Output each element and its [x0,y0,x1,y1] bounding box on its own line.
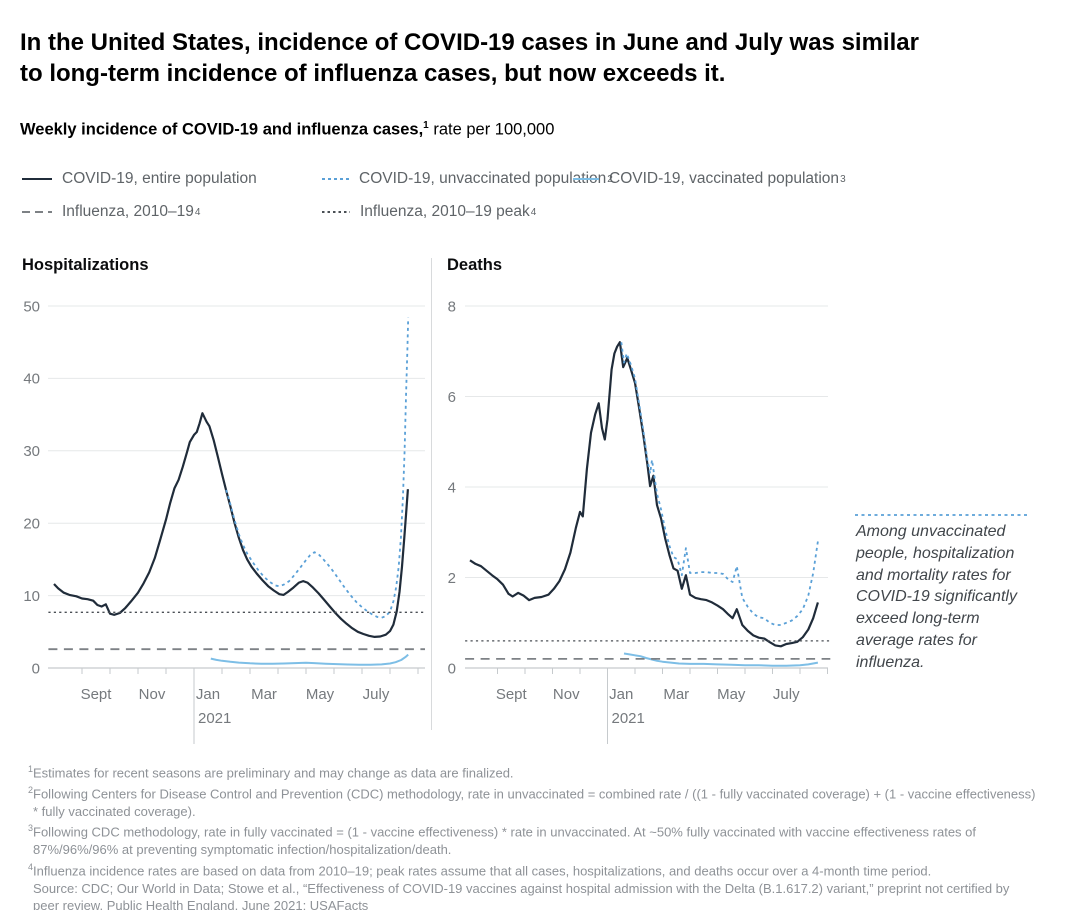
y-tick-label-2: 2 [448,570,456,587]
footnote-4: 4Influenza incidence rates are based on … [28,861,932,879]
page-title-line1: In the United States, incidence of COVID… [20,29,919,56]
page-title: In the United States, incidence of COVID… [20,27,1030,89]
y-tick-label-30: 30 [23,443,40,460]
y-tick-label-6: 6 [448,389,456,406]
y-tick-label-40: 40 [23,371,40,388]
x-tick-label-Sept: Sept [81,686,113,703]
flu_avg-line-swatch [22,211,52,213]
covid_vax-line-swatch [573,178,599,180]
footnote-1: 1Estimates for recent seasons are prelim… [28,764,514,781]
footnote-3: 3Following CDC methodology, rate in full… [28,823,976,858]
deaths-chart-title: Deaths [447,256,503,274]
legend-item-covid_entire: COVID-19, entire population [22,169,257,189]
x-tick-label-July: July [773,686,800,703]
series-covid_entire-deaths [469,341,819,648]
y-tick-label-10: 10 [23,588,40,605]
annotation-callout: Among unvaccinated people, hospitalizati… [856,523,1017,671]
page-title-line2: to long-term incidence of influenza case… [20,60,726,87]
y-tick-label-20: 20 [23,515,40,532]
x-tick-label-Sept: Sept [496,686,528,703]
y-tick-label-4: 4 [448,479,456,496]
x-tick-label-July: July [363,686,390,703]
chart-subtitle-bold: Weekly incidence of COVID-19 and influen… [20,120,424,139]
x-tick-label-Nov: Nov [553,686,580,703]
x-tick-label-Nov: Nov [139,686,166,703]
legend-label: Influenza, 2010–19 peak [360,203,530,220]
legend-label: COVID-19, vaccinated population [609,170,840,187]
year-label: 2021 [612,710,645,727]
y-tick-label-0: 0 [32,660,40,677]
x-tick-label-May: May [717,686,746,703]
y-tick-label-8: 8 [448,298,456,315]
series-covid_unvax-hospitalizations [225,317,410,619]
x-tick-label-Mar: Mar [663,686,689,703]
legend-item-flu_avg: Influenza, 2010–19 4 [22,202,200,222]
x-tick-label-Mar: Mar [251,686,277,703]
legend-label: COVID-19, entire population [62,170,257,187]
legend-label: Influenza, 2010–19 [62,203,194,220]
charts-canvas: 0 10 20 30 40 50 Sept Nov Jan Mar May July 2021 0 2 4 6 8… [23,258,1030,744]
y-tick-label-50: 50 [23,298,40,315]
footnotes-block: 1Estimates for recent seasons are prelim… [28,761,1036,910]
covid_unvax-line-swatch [322,178,349,180]
series-covid_entire-hospitalizations [53,412,409,638]
chart-subtitle: Weekly incidence of COVID-19 and influen… [20,120,554,140]
footnote-2: 2Following Centers for Disease Control a… [28,784,1036,819]
x-tick-label-Jan: Jan [609,686,633,703]
flu_peak-line-swatch [322,211,350,213]
y-tick-label-0: 0 [448,660,456,677]
chart-subtitle-units: rate per 100,000 [428,120,555,139]
source-line: Source: CDC; Our World in Data; Stowe et… [33,880,1010,910]
legend-label: COVID-19, unvaccinated population [359,170,607,187]
x-tick-label-May: May [306,686,335,703]
subtitle-footnote-marker: 1 [423,120,429,131]
x-tick-label-Jan: Jan [196,686,220,703]
series-covid_unvax-deaths [620,342,819,626]
legend-item-flu_peak: Influenza, 2010–19 peak 4 [322,202,536,222]
hospitalizations-chart-title: Hospitalizations [22,256,149,274]
series-covid_vax-hospitalizations [210,653,409,666]
year-label: 2021 [198,710,231,727]
legend-item-covid_unvax: COVID-19, unvaccinated population 2 [322,169,613,189]
covid_entire-line-swatch [22,178,52,180]
legend-item-covid_vax: COVID-19, vaccinated population 3 [573,169,846,189]
series-covid_vax-deaths [623,652,819,667]
